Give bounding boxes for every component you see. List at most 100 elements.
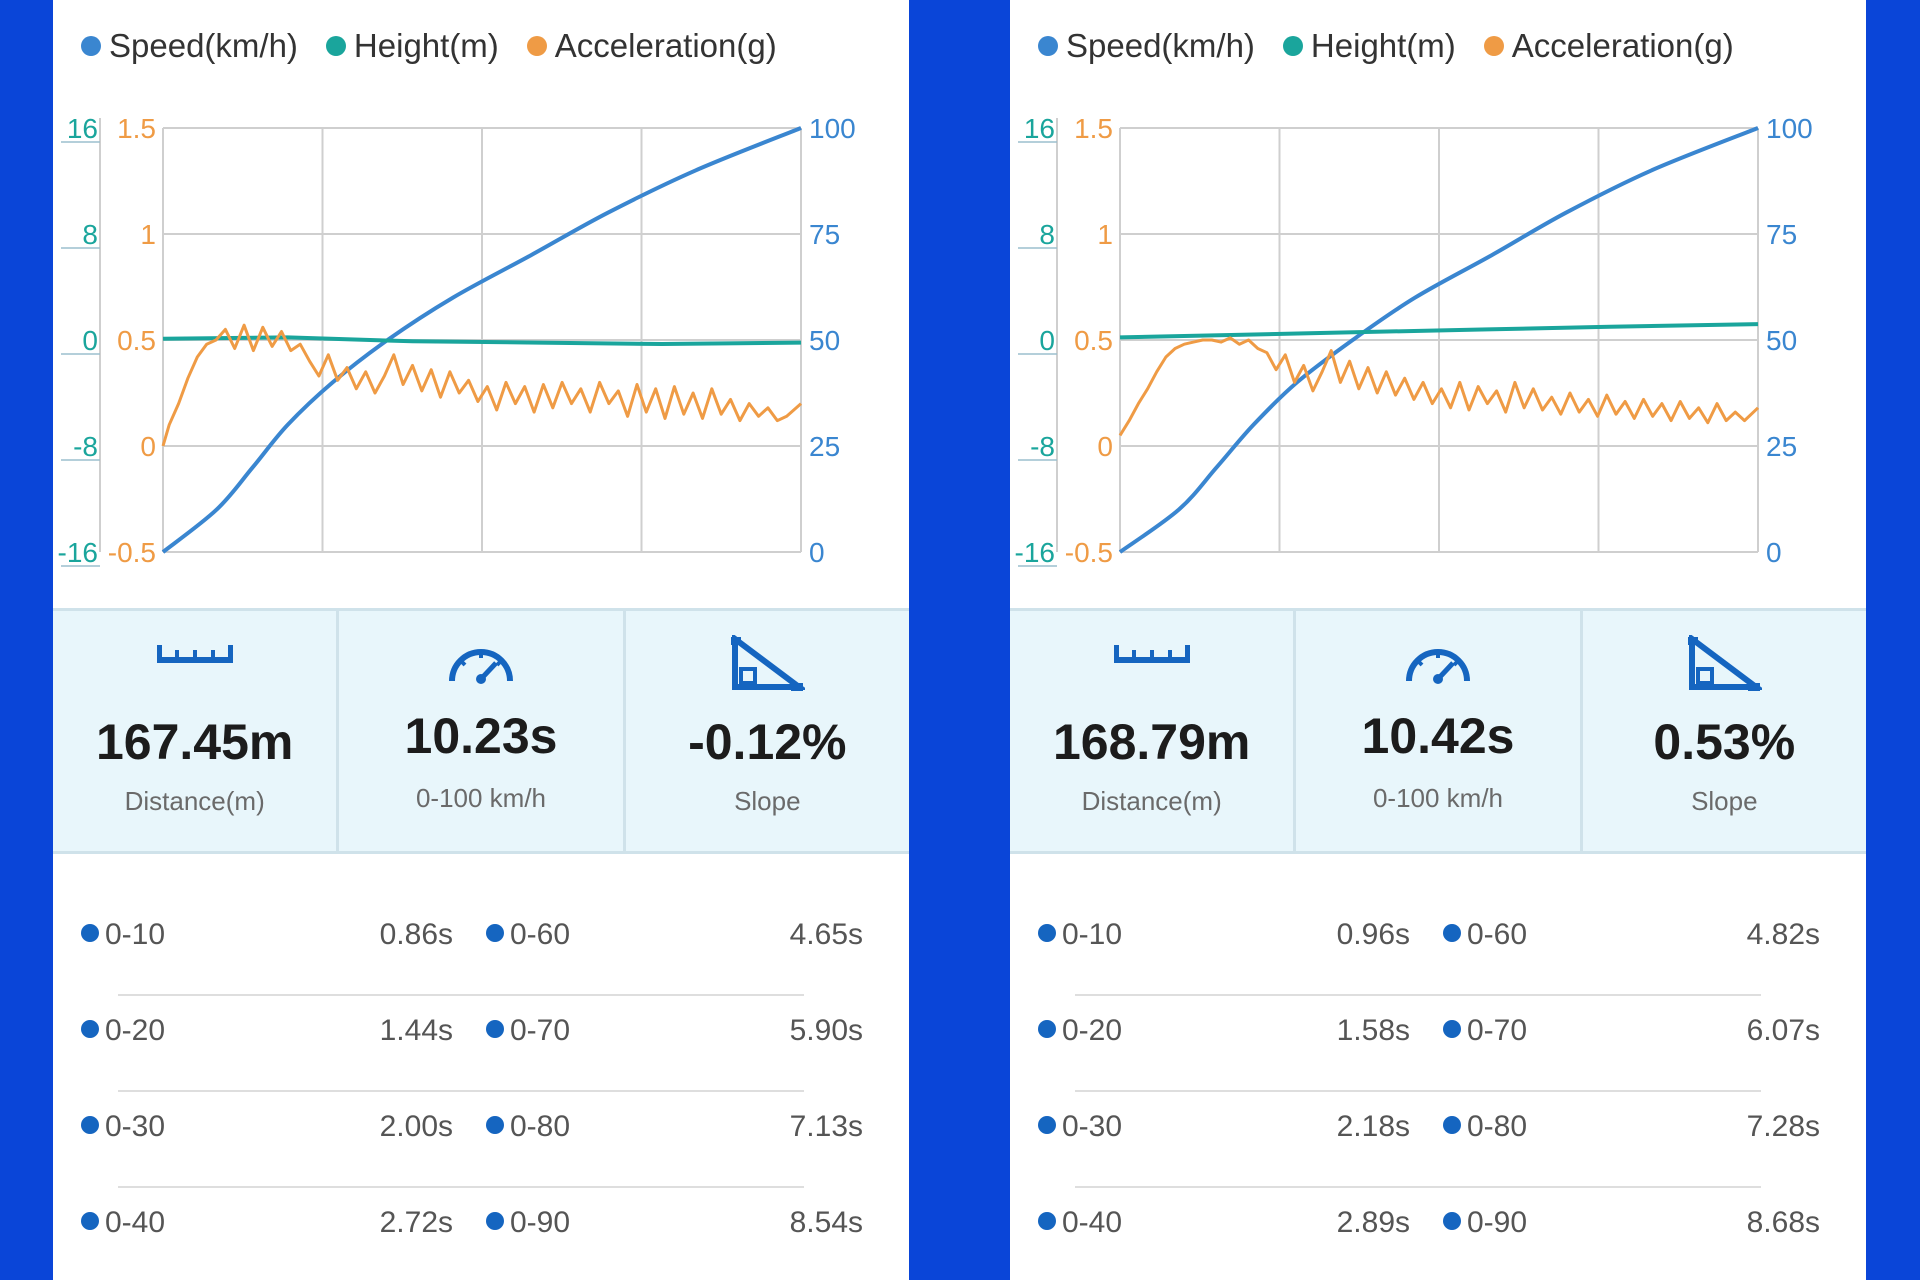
legend-item-speed[interactable]: Speed(km/h) [81, 27, 298, 65]
split-label: 0-60 [486, 918, 570, 952]
speed-tick-label: 75 [1766, 219, 1797, 250]
stat-zero-to-hundred: 10.23s 0-100 km/h [336, 611, 622, 851]
speed-tick-label: 50 [1766, 325, 1797, 356]
bullet-dot-icon [1443, 1020, 1461, 1039]
zero-to-hundred-label: 0-100 km/h [1372, 783, 1504, 813]
legend-label: Speed(km/h) [1066, 27, 1255, 64]
acceleration-series-line [161, 323, 802, 447]
acceleration-dot-icon [1483, 36, 1504, 56]
stat-slope: 0.53% Slope [1579, 611, 1866, 851]
split-row: 0-30 2.00s 0-80 7.13s [53, 1092, 909, 1188]
speed-tick-label: 100 [809, 113, 856, 144]
split-label: 0-70 [486, 1014, 570, 1048]
acceleration-chart: 16 8 0 -8 -16 1.5 1 0.5 0 -0.5 100 75 50 25 0 [1015, 113, 1813, 568]
bullet-dot-icon [81, 1116, 99, 1135]
acceleration-series-line [1118, 336, 1760, 437]
split-label: 0-30 [1038, 1110, 1122, 1144]
distance-value: 167.45m [95, 714, 294, 770]
acceleration-tick-label: 0 [140, 431, 156, 462]
stat-zero-to-hundred: 10.42s 0-100 km/h [1293, 611, 1579, 851]
height-tick-label: 16 [1024, 113, 1055, 144]
acceleration-tick-label: 0.5 [117, 325, 156, 356]
split-row: 0-20 1.58s 0-70 6.07s [1010, 996, 1866, 1092]
bullet-dot-icon [81, 924, 99, 943]
height-tick-label: 16 [67, 113, 98, 144]
height-tick-label: 0 [1039, 325, 1055, 356]
split-time: 8.68s [1746, 1206, 1820, 1239]
slope-label: Slope [1691, 786, 1758, 816]
stats-bar: 168.79m Distance(m) 10.42s 0-100 km/h [1010, 608, 1866, 854]
distance-value: 168.79m [1052, 714, 1251, 770]
zero-to-hundred-value: 10.23s [404, 708, 558, 764]
speedometer-icon [448, 649, 513, 684]
speed-tick-label: 25 [1766, 431, 1797, 462]
legend-item-speed[interactable]: Speed(km/h) [1038, 27, 1255, 65]
legend-item-height[interactable]: Height(m) [1282, 27, 1456, 65]
ruler-icon [156, 645, 233, 663]
split-label: 0-40 [1038, 1206, 1122, 1240]
split-label: 0-90 [1443, 1206, 1527, 1240]
speed-series-line [1118, 126, 1759, 554]
stat-distance: 167.45m Distance(m) [53, 611, 336, 851]
split-row: 0-40 2.72s 0-90 8.54s [53, 1188, 909, 1280]
split-time: 0.96s [1336, 918, 1410, 951]
legend-item-acceleration[interactable]: Acceleration(g) [526, 27, 777, 65]
height-dot-icon [325, 36, 346, 56]
speed-tick-label: 0 [1766, 537, 1782, 568]
legend-label: Acceleration(g) [1511, 27, 1734, 64]
split-label: 0-90 [486, 1206, 570, 1240]
legend-label: Speed(km/h) [109, 27, 298, 64]
bullet-dot-icon [486, 924, 504, 943]
distance-label: Distance(m) [1081, 786, 1222, 816]
split-time: 0.86s [379, 918, 453, 951]
acceleration-tick-label: 0.5 [1074, 325, 1113, 356]
stats-bar: 167.45m Distance(m) 10.23s 0-100 km/h [53, 608, 909, 854]
split-time: 2.72s [379, 1206, 453, 1239]
slope-icon [1688, 635, 1763, 691]
bullet-dot-icon [1038, 924, 1056, 943]
height-tick-label: -8 [1030, 431, 1055, 462]
split-label: 0-80 [1443, 1110, 1527, 1144]
split-label: 0-70 [1443, 1014, 1527, 1048]
legend-label: Height(m) [1310, 27, 1456, 64]
chart-legend: Speed(km/h) Height(m) Acceleration(g) [1038, 22, 1762, 70]
bullet-dot-icon [1038, 1116, 1056, 1135]
split-label: 0-30 [81, 1110, 165, 1144]
height-dot-icon [1282, 36, 1303, 56]
acceleration-tick-label: -0.5 [108, 537, 156, 568]
acceleration-tick-label: 1 [140, 219, 156, 250]
height-series-line [1119, 322, 1759, 340]
legend-item-height[interactable]: Height(m) [325, 27, 499, 65]
speed-tick-label: 100 [1766, 113, 1813, 144]
split-time: 2.18s [1336, 1110, 1410, 1143]
bullet-dot-icon [1443, 924, 1461, 943]
split-label: 0-80 [486, 1110, 570, 1144]
legend-label: Acceleration(g) [554, 27, 777, 64]
speedometer-icon [1405, 649, 1470, 684]
split-row: 0-30 2.18s 0-80 7.28s [1010, 1092, 1866, 1188]
bullet-dot-icon [1443, 1212, 1461, 1231]
split-row: 0-40 2.89s 0-90 8.68s [1010, 1188, 1866, 1280]
split-label: 0-40 [81, 1206, 165, 1240]
split-row: 0-10 0.96s 0-60 4.82s [1010, 900, 1866, 996]
slope-icon [731, 635, 806, 691]
split-time: 1.58s [1336, 1014, 1410, 1047]
result-panel-left: Speed(km/h) Height(m) Acceleration(g) 16… [53, 0, 909, 1280]
split-time: 1.44s [379, 1014, 453, 1047]
slope-label: Slope [734, 786, 801, 816]
split-time: 5.90s [789, 1014, 863, 1047]
speed-dot-icon [1038, 36, 1058, 56]
acceleration-tick-label: 1.5 [1074, 113, 1113, 144]
height-tick-label: -8 [73, 431, 98, 462]
split-time: 7.13s [789, 1110, 863, 1143]
height-tick-label: -16 [1015, 537, 1055, 568]
bullet-dot-icon [486, 1020, 504, 1039]
height-tick-label: 0 [82, 325, 98, 356]
split-label: 0-20 [81, 1014, 165, 1048]
bullet-dot-icon [1038, 1212, 1056, 1231]
legend-item-acceleration[interactable]: Acceleration(g) [1483, 27, 1734, 65]
zero-to-hundred-value: 10.42s [1361, 708, 1515, 764]
ruler-icon [1113, 645, 1190, 663]
height-tick-label: 8 [82, 219, 98, 250]
bullet-dot-icon [486, 1212, 504, 1231]
